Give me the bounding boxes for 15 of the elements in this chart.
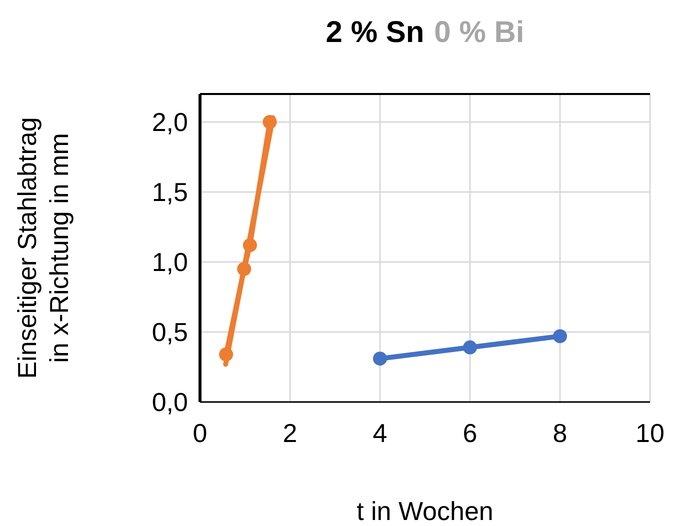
y-tick-label: 1,0 (152, 247, 188, 277)
y-tick-label: 0,5 (152, 317, 188, 347)
x-tick-label: 6 (462, 418, 478, 448)
y-tick-label: 1,5 (152, 177, 188, 207)
x-tick-label: 2 (282, 418, 298, 448)
x-tick-label: 8 (552, 418, 568, 448)
chart-subtitle: 0 % Bi (434, 16, 524, 49)
x-axis-title: t in Wochen (356, 496, 494, 526)
y-tick-label: 0,0 (152, 387, 188, 417)
x-tick-label: 0 (192, 418, 208, 448)
x-tick-label: 4 (372, 418, 388, 448)
y-tick-label: 2,0 (152, 107, 188, 137)
y-axis-title: Einseitiger Stahlabtrag in x-Richtung in mm (12, 117, 74, 379)
chart-title: 2 % Sn (326, 16, 424, 49)
x-tick-label: 10 (636, 418, 664, 448)
